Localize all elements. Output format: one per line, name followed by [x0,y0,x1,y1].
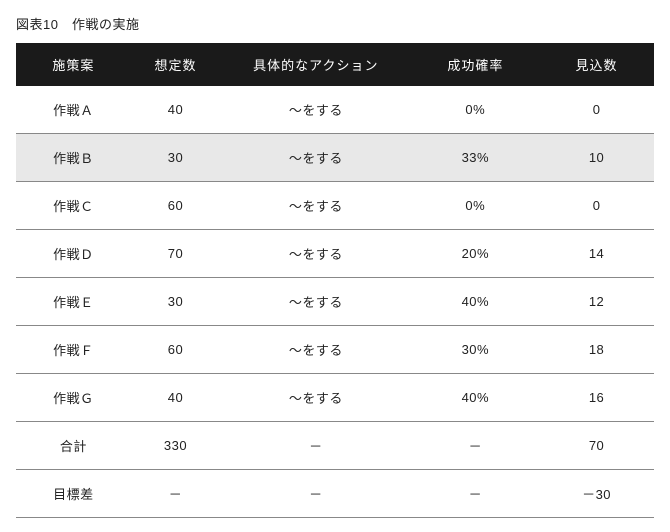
cell-prob: 30% [412,326,540,374]
table-row: 作戦Ｇ 40 ～をする 40% 16 [16,374,654,422]
cell-exp: 18 [539,326,654,374]
cell-action: ～をする [220,278,411,326]
cell-exp: 14 [539,230,654,278]
cell-plan: 合計 [16,422,131,470]
col-header-prob: 成功確率 [412,43,540,86]
cell-exp: 0 [539,86,654,134]
cell-prob: － [412,470,540,518]
table-header-row: 施策案 想定数 具体的なアクション 成功確率 見込数 [16,43,654,86]
table-row: 作戦Ａ 40 ～をする 0% 0 [16,86,654,134]
cell-est: 60 [131,326,220,374]
cell-action: － [220,470,411,518]
col-header-est: 想定数 [131,43,220,86]
strategy-table: 施策案 想定数 具体的なアクション 成功確率 見込数 作戦Ａ 40 ～をする 0… [16,43,654,518]
cell-action: ～をする [220,230,411,278]
cell-prob: 0% [412,182,540,230]
cell-prob: 33% [412,134,540,182]
cell-exp: 12 [539,278,654,326]
table-row: 作戦Ｂ 30 ～をする 33% 10 [16,134,654,182]
cell-plan: 作戦Ｄ [16,230,131,278]
cell-exp: 0 [539,182,654,230]
table-row: 作戦Ｃ 60 ～をする 0% 0 [16,182,654,230]
table-row-total: 合計 330 － － 70 [16,422,654,470]
table-body: 作戦Ａ 40 ～をする 0% 0 作戦Ｂ 30 ～をする 33% 10 作戦Ｃ … [16,86,654,518]
cell-action: ～をする [220,182,411,230]
table-row-diff: 目標差 － － － －30 [16,470,654,518]
cell-action: － [220,422,411,470]
cell-est: － [131,470,220,518]
cell-plan: 作戦Ｅ [16,278,131,326]
cell-prob: 20% [412,230,540,278]
table-row: 作戦Ｆ 60 ～をする 30% 18 [16,326,654,374]
col-header-plan: 施策案 [16,43,131,86]
cell-est: 70 [131,230,220,278]
cell-est: 30 [131,278,220,326]
col-header-action: 具体的なアクション [220,43,411,86]
cell-est: 330 [131,422,220,470]
cell-exp: 16 [539,374,654,422]
cell-plan: 作戦Ｃ [16,182,131,230]
cell-plan: 作戦Ｆ [16,326,131,374]
cell-est: 40 [131,86,220,134]
cell-action: ～をする [220,86,411,134]
cell-exp: －30 [539,470,654,518]
figure-title: 図表10 作戦の実施 [16,14,654,33]
cell-action: ～をする [220,134,411,182]
cell-prob: 40% [412,278,540,326]
cell-est: 40 [131,374,220,422]
cell-prob: 40% [412,374,540,422]
cell-action: ～をする [220,326,411,374]
cell-exp: 70 [539,422,654,470]
cell-prob: 0% [412,86,540,134]
table-row: 作戦Ｅ 30 ～をする 40% 12 [16,278,654,326]
table-row: 作戦Ｄ 70 ～をする 20% 14 [16,230,654,278]
cell-plan: 作戦Ａ [16,86,131,134]
cell-plan: 作戦Ｇ [16,374,131,422]
cell-exp: 10 [539,134,654,182]
cell-est: 30 [131,134,220,182]
cell-prob: － [412,422,540,470]
cell-plan: 作戦Ｂ [16,134,131,182]
cell-action: ～をする [220,374,411,422]
cell-plan: 目標差 [16,470,131,518]
cell-est: 60 [131,182,220,230]
col-header-exp: 見込数 [539,43,654,86]
